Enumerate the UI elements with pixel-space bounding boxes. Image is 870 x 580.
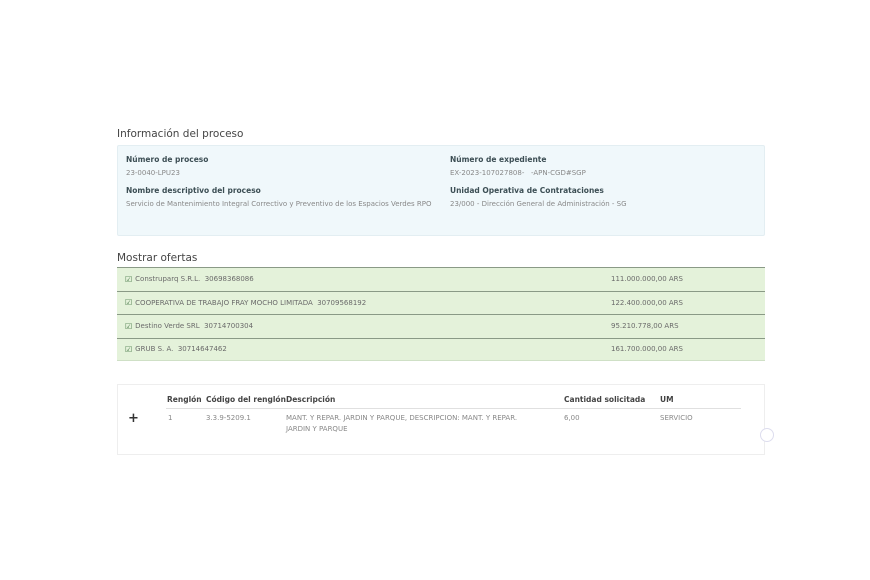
- header-um: UM: [660, 395, 674, 404]
- scroll-handle[interactable]: [760, 428, 774, 442]
- section-title-offers: Mostrar ofertas: [117, 252, 198, 264]
- header-renglon: Renglón: [167, 395, 202, 404]
- items-table: Renglón Código del renglón Descripción C…: [117, 384, 765, 455]
- unidad-value: 23/000 - Dirección General de Administra…: [450, 200, 627, 208]
- cell-codigo: 3.3.9-5209.1: [206, 414, 251, 422]
- expand-row-icon[interactable]: +: [128, 411, 139, 426]
- offers-list: ☑ Construparq S.R.L. 30698368086 111.000.0…: [117, 267, 765, 361]
- unidad-label: Unidad Operativa de Contrataciones: [450, 186, 604, 195]
- numero-proceso-value: 23-0040-LPU23: [126, 169, 180, 177]
- checked-icon: ☑: [125, 321, 133, 331]
- offer-amount: 111.000.000,00 ARS: [611, 275, 683, 284]
- cell-renglon: 1: [168, 414, 173, 422]
- cell-um: SERVICIO: [660, 414, 693, 422]
- offer-row[interactable]: ☑ COOPERATIVA DE TRABAJO FRAY MOCHO LIMIT…: [117, 290, 765, 314]
- header-cantidad: Cantidad solicitada: [564, 395, 646, 404]
- cell-cantidad: 6,00: [564, 414, 580, 422]
- nombre-value: Servicio de Mantenimiento Integral Corre…: [126, 200, 432, 208]
- process-info-panel: Número de proceso 23-0040-LPU23 Nombre d…: [117, 145, 765, 236]
- offer-amount: 122.400.000,00 ARS: [611, 298, 683, 307]
- expediente-label: Número de expediente: [450, 155, 547, 164]
- header-divider: [166, 408, 741, 409]
- offer-name: GRUB S. A. 30714647462: [135, 345, 227, 354]
- checked-icon: ☑: [125, 298, 133, 308]
- offer-row[interactable]: ☑ Destino Verde SRL 30714700304 95.210.778…: [117, 314, 765, 338]
- offer-row[interactable]: ☑ Construparq S.R.L. 30698368086 111.000.0…: [117, 267, 765, 291]
- cell-descripcion: MANT. Y REPAR. JARDIN Y PARQUE, DESCRIPC…: [286, 414, 518, 433]
- offer-amount: 161.700.000,00 ARS: [611, 345, 683, 354]
- offer-name: Construparq S.R.L. 30698368086: [135, 275, 254, 284]
- nombre-label: Nombre descriptivo del proceso: [126, 186, 261, 195]
- checked-icon: ☑: [125, 344, 133, 354]
- section-title-info: Información del proceso: [117, 128, 244, 140]
- offer-row[interactable]: ☑ GRUB S. A. 30714647462 161.700.000,00 AR…: [117, 337, 765, 361]
- offer-name: COOPERATIVA DE TRABAJO FRAY MOCHO LIMITA…: [135, 298, 367, 307]
- checked-icon: ☑: [125, 274, 133, 284]
- offer-amount: 95.210.778,00 ARS: [611, 322, 679, 331]
- numero-proceso-label: Número de proceso: [126, 155, 209, 164]
- offer-name: Destino Verde SRL 30714700304: [135, 322, 254, 331]
- header-descripcion: Descripción: [286, 395, 336, 404]
- header-codigo: Código del renglón: [206, 395, 286, 404]
- expediente-value: EX-2023-107027808- -APN-CGD#SGP: [450, 169, 586, 177]
